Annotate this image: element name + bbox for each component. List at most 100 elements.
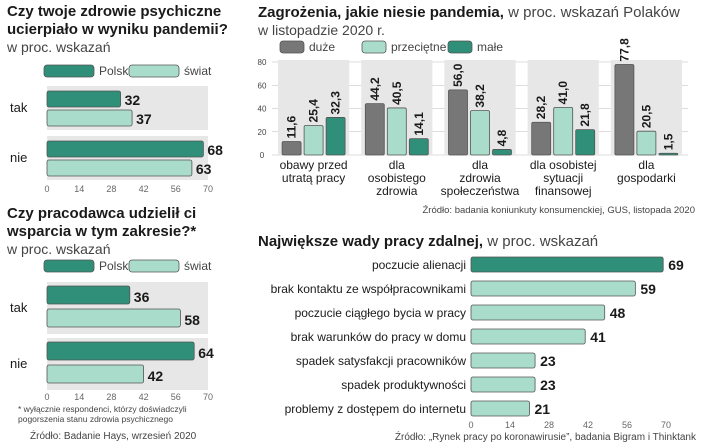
category-label: sytuacji <box>543 171 583 185</box>
value-label: 40,5 <box>390 81 404 105</box>
bar-świat <box>46 364 144 384</box>
bar-przeciętne <box>470 110 490 156</box>
value-label: 21,8 <box>578 103 592 127</box>
value-label: 41 <box>590 329 606 345</box>
value-label: 68 <box>207 142 223 158</box>
category-label: gospodarki <box>617 171 676 185</box>
value-label: 48 <box>610 305 626 321</box>
category-label: brak kontaktu ze współpracownikami <box>271 282 466 296</box>
value-label: 23 <box>540 377 556 393</box>
value-label: 69 <box>668 257 684 273</box>
legend-małe-label: małe <box>477 40 503 54</box>
bar-przeciętne <box>553 106 574 156</box>
chart-title-line: Czy pracodawca udzielił ci <box>7 205 196 222</box>
tick-label: 14 <box>505 420 515 430</box>
bar-świat <box>46 109 133 127</box>
bar-duże <box>364 103 385 156</box>
value-label: 77,8 <box>617 38 631 62</box>
bar-przeciętne <box>636 130 657 156</box>
bar-duże <box>281 141 302 156</box>
legend-przeciętne-label: przeciętne <box>391 40 447 54</box>
bar-duże <box>448 89 468 156</box>
value-label: 58 <box>184 312 200 328</box>
category-label: poczucie ciągłego bycia w pracy <box>295 306 466 320</box>
value-label: 44,2 <box>368 77 382 101</box>
category-label: problemy z dostępem do internetu <box>285 402 466 416</box>
legend-duże-swatch <box>279 40 305 54</box>
value-label: 59 <box>640 281 656 297</box>
bar <box>470 352 536 369</box>
bar-małe <box>492 149 512 156</box>
legend-swiat-swatch <box>128 259 180 273</box>
bar-świat <box>46 159 193 177</box>
category-label: dla osobistej <box>530 158 597 172</box>
bar-Polska <box>46 341 195 361</box>
bar-świat <box>46 308 181 328</box>
bar-duże <box>614 64 635 156</box>
category-label: spadek produktywności <box>341 378 466 392</box>
category-label: dla <box>472 158 488 172</box>
bar-Polska <box>46 90 121 108</box>
chart-title: Zagrożenia, jakie niesie pandemia, w pro… <box>258 4 680 21</box>
value-label: 42 <box>148 368 164 384</box>
source-note: Źródło: Badanie Hays, wrzesień 2020 <box>30 429 197 442</box>
tick-label: 28 <box>544 420 554 430</box>
category-label: nie <box>10 356 27 371</box>
chart-title-suffix: w proc. wskazań Polaków <box>504 4 680 21</box>
tick-label: 40 <box>258 105 267 114</box>
chart-title-line: ucierpiało w wyniku pandemii? <box>7 21 228 38</box>
tick-label: 70 <box>203 392 213 402</box>
tick-label: 0 <box>260 151 265 160</box>
source-note: Źródło: badania koniunkuty konsumenckiej… <box>423 205 696 216</box>
bar-duże <box>531 121 552 156</box>
tick-label: 60 <box>258 81 267 90</box>
tick-label: 0 <box>44 184 49 194</box>
tick-label: 70 <box>203 184 213 194</box>
legend-swiat-label: świat <box>184 64 212 78</box>
legend-polska-swatch <box>43 259 95 273</box>
tick-label: 14 <box>74 184 84 194</box>
bar-Polska <box>46 285 131 305</box>
footnote-line: * wyłącznie respondenci, którzy doświadc… <box>18 404 187 414</box>
category-label: społeczeństwa <box>441 184 520 198</box>
footnote-line: pogorszenia stanu zdrowia psychicznego <box>18 414 173 424</box>
category-label: obawy przed <box>280 158 348 172</box>
tick-label: 70 <box>661 420 671 430</box>
category-label: finansowej <box>535 184 592 198</box>
bar-małe <box>325 117 346 156</box>
bar-małe <box>658 152 679 156</box>
value-label: 11,6 <box>285 115 299 138</box>
bar <box>470 304 606 321</box>
value-label: 64 <box>198 345 214 361</box>
value-label: 4,8 <box>495 129 509 146</box>
value-label: 56,0 <box>451 63 465 87</box>
tick-label: 42 <box>139 184 149 194</box>
tick-label: 0 <box>44 392 49 402</box>
legend-swiat-label: świat <box>184 259 212 273</box>
bar-przeciętne <box>303 125 324 156</box>
tick-label: 56 <box>171 184 181 194</box>
value-label: 23 <box>540 353 556 369</box>
value-label: 32 <box>125 92 141 108</box>
value-label: 63 <box>196 161 212 177</box>
value-label: 1,5 <box>661 133 675 150</box>
category-label: dla <box>389 158 405 172</box>
legend-polska-label: Polska <box>99 259 135 273</box>
category-label: zdrowia <box>459 171 501 185</box>
tick-label: 56 <box>171 392 181 402</box>
category-label: poczucie alienacji <box>372 258 466 272</box>
category-label: zdrowia <box>376 184 418 198</box>
value-label: 36 <box>134 289 150 305</box>
value-label: 25,4 <box>307 99 321 123</box>
chart-title: Największe wady pracy zdalnej, w proc. w… <box>258 233 598 250</box>
category-label: utratą pracy <box>282 171 345 185</box>
legend-małe-swatch <box>447 40 473 54</box>
bar-Polska <box>46 140 204 158</box>
tick-label: 14 <box>74 392 84 402</box>
value-label: 38,2 <box>473 84 487 108</box>
category-label: tak <box>10 300 28 315</box>
tick-label: 20 <box>258 128 267 137</box>
bar <box>470 400 530 417</box>
value-label: 37 <box>136 111 152 127</box>
